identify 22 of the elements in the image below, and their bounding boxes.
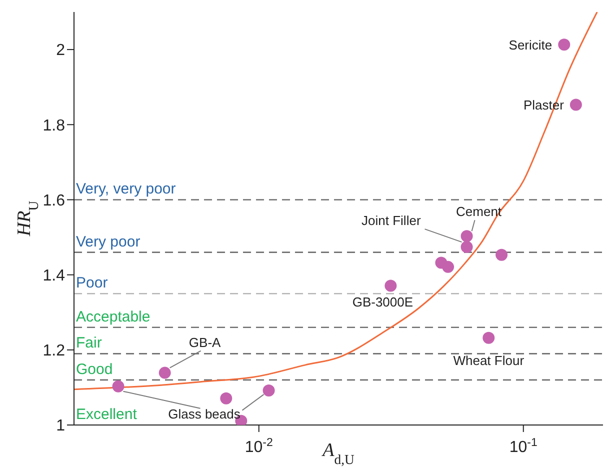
y-tick-label: 1 <box>56 418 66 435</box>
x-tick-label: 10$^{-2}$ <box>244 437 273 456</box>
annotation: GB-3000E <box>352 294 414 310</box>
y-tick-label: 1.4 <box>42 268 66 284</box>
annotation: Wheat Flour <box>453 352 525 368</box>
ref-line-label: Acceptable <box>76 308 150 326</box>
y-tick-label: 1.8 <box>42 117 66 134</box>
x-axis-title: A$_{d,U}$ <box>320 440 354 466</box>
y-tick-label: 2 <box>56 42 66 60</box>
x-tick-label: 10$^{-1}$ <box>509 437 538 456</box>
annotation: Joint Filler <box>362 213 422 228</box>
annotation: Excellent <box>76 406 138 423</box>
y-tick-label: 1.6 <box>42 192 66 210</box>
annotation: Sericite <box>508 38 552 53</box>
ref-line-label: Very, very poor <box>76 180 176 198</box>
ref-line-label: Good <box>76 360 113 378</box>
ref-line-label: Very poor <box>76 233 140 250</box>
annotation: Glass beads <box>168 406 241 422</box>
annotation: GB-A <box>188 334 222 350</box>
ref-line-label: Poor <box>76 274 108 292</box>
ref-line-label: Fair <box>76 334 102 352</box>
y-tick-label: 1.2 <box>42 342 66 360</box>
